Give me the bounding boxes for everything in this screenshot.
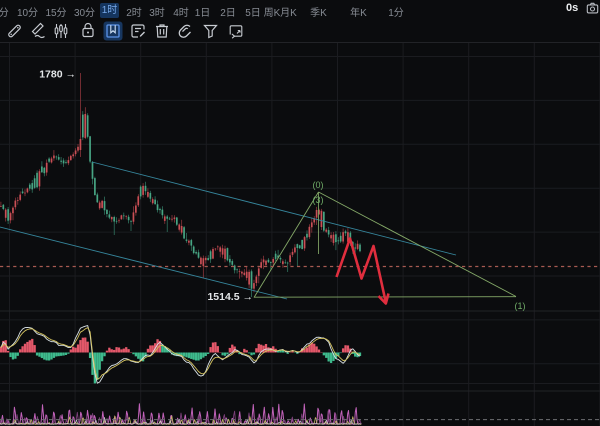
svg-text:1780 →: 1780 →	[39, 69, 76, 81]
svg-text:(0): (0)	[313, 180, 324, 190]
svg-text:(1): (1)	[515, 301, 526, 311]
svg-text:1514.5 →: 1514.5 →	[207, 291, 253, 303]
svg-text:(3): (3)	[313, 195, 324, 205]
